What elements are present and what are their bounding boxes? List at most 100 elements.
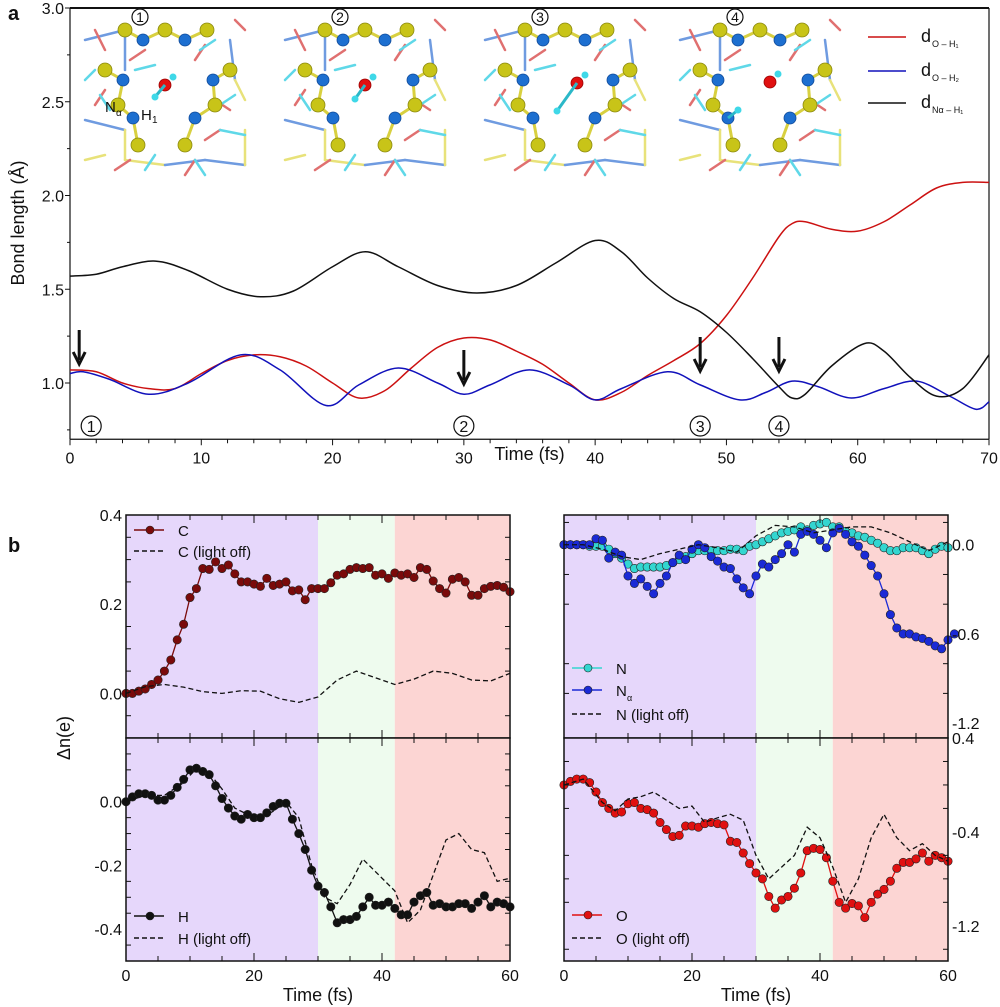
data-point [473,590,483,600]
nitrogen-atom [406,73,420,87]
data-point [937,644,947,654]
lattice-stick [83,118,127,132]
data-point [383,897,393,907]
lattice-stick [723,48,742,62]
sulfur-atom [297,62,313,78]
data-point [917,848,927,858]
nitrogen-atom [516,73,530,87]
lattice-stick [483,118,527,132]
x-tick-label: 70 [980,450,998,467]
data-point [211,781,221,791]
nitrogen-atom [388,111,402,125]
lattice-stick [418,128,447,137]
sulfur-atom [599,22,615,38]
atom-label-h1: H [141,107,152,124]
data-point [441,588,451,598]
data-point [604,803,614,813]
legend-marker [583,663,593,673]
sulfur-atom [377,137,393,153]
sulfur-atom [110,97,126,113]
data-point [585,540,595,550]
sulfur-atom [310,97,326,113]
sulfur-atom [725,137,741,153]
data-point [604,553,614,563]
data-point [892,623,902,633]
y-tick-label: 3.0 [42,1,64,18]
data-point [706,552,716,562]
frame-number-label: 1 [136,9,144,25]
lattice-stick [788,158,802,177]
sulfur-atom [817,62,833,78]
nitrogen-atom [336,33,350,47]
data-point [924,549,934,559]
nitrogen-atom [783,111,797,125]
event-marker-circle [689,415,711,437]
data-point [479,891,489,901]
lattice-stick [483,153,507,162]
data-point [757,874,767,884]
y-tick-label: -1.2 [952,919,980,936]
lattice-stick [618,93,637,107]
o-panel-phase-band-1 [564,738,756,961]
nitrogen-atom [773,33,787,47]
lattice-stick [198,38,217,52]
data-point [853,541,863,551]
x-tick-label: 10 [192,450,210,467]
y-tick-label: 0.4 [100,508,122,525]
x-axis-label: Time (fs) [283,985,353,1005]
data-point [885,610,895,620]
data-point [789,883,799,893]
data-point [815,535,825,545]
y-axis-label: Bond length (Å) [8,160,28,285]
event-marker-label: 3 [696,419,705,436]
lattice-stick [633,18,647,32]
data-point [866,561,876,571]
lattice-stick [678,118,722,132]
data-point [949,629,959,639]
nitrogen-atom [136,33,150,47]
sulfur-atom [157,22,173,38]
series-line-o-h1 [69,181,990,401]
lattice-stick [283,153,307,162]
nitrogen-atom [206,73,220,87]
data-point [629,578,639,588]
sulfur-atom [222,62,238,78]
data-point [326,902,336,912]
data-point [255,581,265,591]
lattice-stick [293,28,307,52]
lattice-stick [98,93,112,112]
structure-inset-1: 1N α H 1 [83,8,247,177]
structure-inset-3: 3 [483,8,647,177]
data-point [911,854,921,864]
data-point [211,557,221,567]
data-point [873,571,883,581]
sulfur-atom [407,97,423,113]
nitrogen-atom [116,73,130,87]
y-tick-label: -0.4 [94,922,122,939]
event-arrow-head [71,351,87,368]
lattice-stick [143,153,157,172]
data-point [409,897,419,907]
data-point [745,589,755,599]
data-point [700,543,710,553]
lattice-stick [828,78,842,102]
y-tick-label: 0.4 [952,731,974,748]
lattice-stick [583,158,597,177]
x-tick-label: 40 [373,968,391,985]
data-point [236,814,246,824]
legend-label: C [178,523,189,540]
legend-marker [583,910,593,920]
lattice-stick [433,78,447,102]
data-point [636,574,646,584]
data-point [719,820,729,830]
h-panel-phase-band-1 [126,738,318,961]
event-marker-label: 4 [774,419,783,436]
lattice-stick [418,93,437,107]
y-tick-label: 0.0 [100,795,122,812]
data-point [661,825,671,835]
h-panel-phase-band-3 [394,738,510,961]
lattice-stick [283,118,327,132]
legend-label: N [616,661,627,678]
lattice-stick [383,158,397,177]
